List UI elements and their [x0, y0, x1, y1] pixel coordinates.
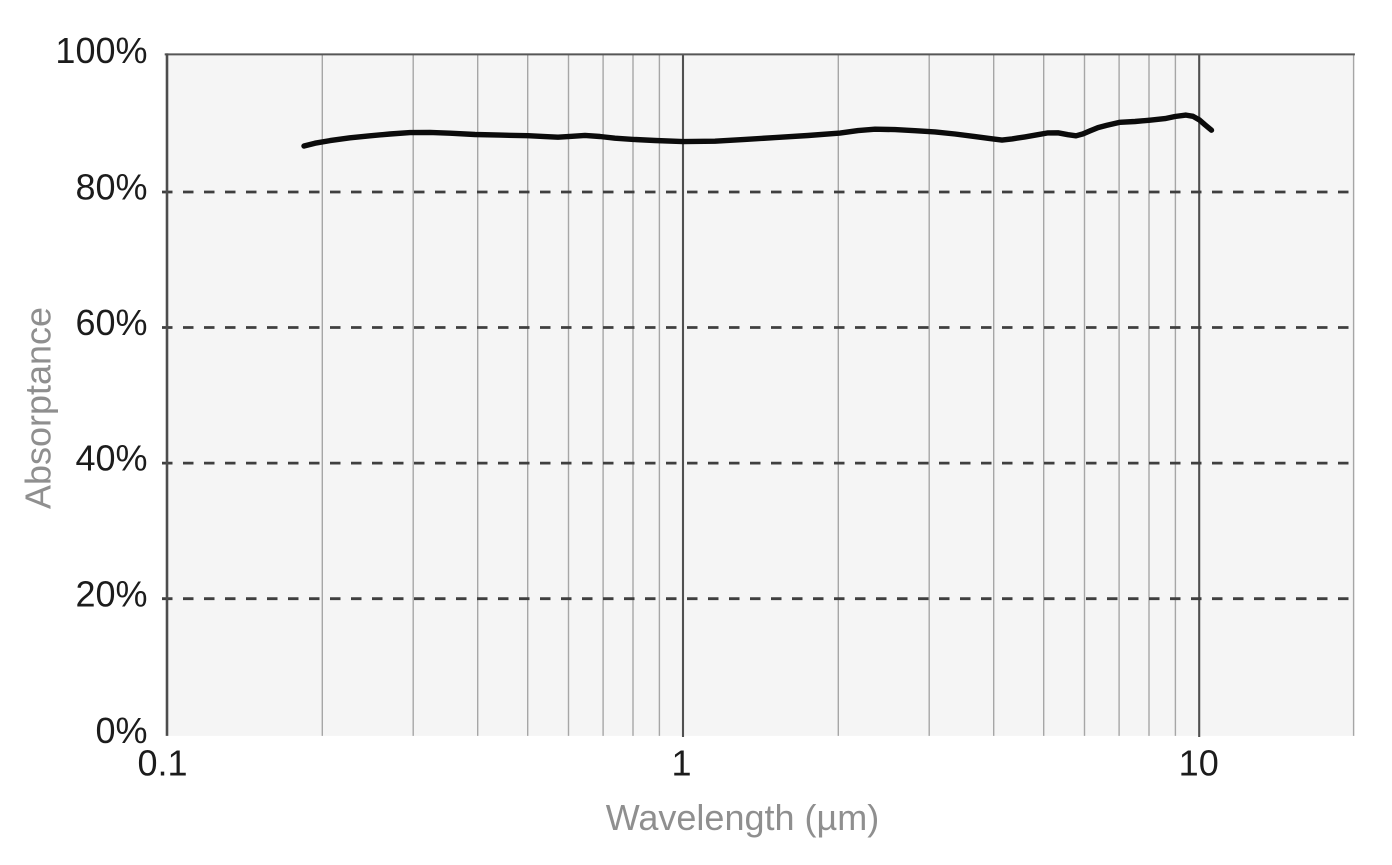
svg-text:100%: 100% [55, 30, 147, 71]
svg-text:0.1: 0.1 [137, 743, 187, 784]
svg-text:60%: 60% [75, 302, 147, 343]
svg-text:Absorptance: Absorptance [18, 307, 59, 509]
svg-text:1: 1 [671, 743, 691, 784]
svg-text:40%: 40% [75, 438, 147, 479]
svg-text:0%: 0% [95, 710, 147, 751]
svg-text:20%: 20% [75, 573, 147, 614]
svg-text:10: 10 [1179, 743, 1219, 784]
svg-text:80%: 80% [75, 167, 147, 208]
svg-text:Wavelength (µm): Wavelength (µm) [606, 797, 879, 838]
